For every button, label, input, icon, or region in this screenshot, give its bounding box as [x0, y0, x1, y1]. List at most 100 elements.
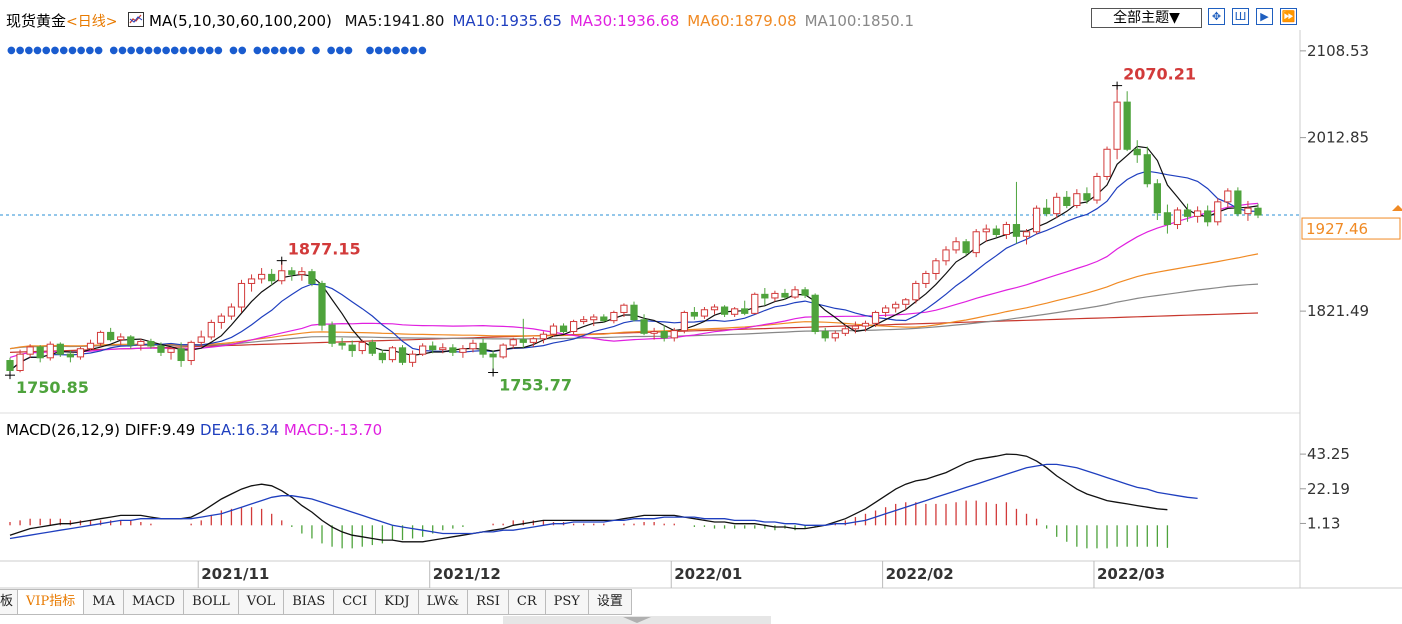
- candle: [942, 246, 950, 266]
- candle: [781, 288, 789, 300]
- candle: [26, 344, 34, 358]
- tab-2[interactable]: MA: [84, 589, 124, 615]
- candle: [1204, 205, 1212, 227]
- candle: [549, 323, 558, 337]
- event-markers[interactable]: ●●●●●●●●●●● ●●●●●●●●●●●●● ●● ●●●●●● ● ●●…: [7, 45, 427, 56]
- layout-icon[interactable]: Ш: [1232, 8, 1249, 25]
- candle-body: [559, 325, 568, 333]
- scroll-handle[interactable]: [503, 616, 771, 624]
- tab-9[interactable]: LW&: [418, 589, 469, 615]
- candle-body: [207, 321, 215, 338]
- candle: [932, 258, 940, 280]
- candle-body: [720, 306, 729, 315]
- candle: [177, 342, 185, 367]
- candle-body: [831, 332, 839, 339]
- candle-body: [761, 293, 769, 299]
- event-marker-row: ●●●●●●●●●●● ●●●●●●●●●●●●● ●● ●●●●●● ● ●●…: [7, 39, 427, 57]
- candle: [157, 342, 165, 356]
- ma-value-0: MA5:1941.80: [344, 12, 445, 30]
- candle: [841, 325, 849, 337]
- candle: [700, 307, 709, 319]
- candle: [952, 237, 960, 254]
- time-tick-label: 2021/11: [201, 565, 269, 583]
- tab-5[interactable]: VOL: [238, 589, 285, 615]
- tab-1[interactable]: VIP指标: [18, 589, 85, 615]
- tab-0[interactable]: 板: [0, 589, 19, 615]
- candle: [1163, 204, 1172, 234]
- current-price-label: 1927.46: [1306, 220, 1368, 238]
- candle-body: [620, 304, 628, 313]
- candle-body: [1063, 196, 1071, 206]
- ma-value-4: MA100:1850.1: [804, 12, 914, 30]
- chart-icon: [128, 12, 145, 27]
- macd-value: MACD:-13.70: [283, 421, 383, 439]
- candle: [408, 350, 417, 367]
- play-icon[interactable]: ▶: [1256, 8, 1273, 25]
- macd-tick-label: 22.19: [1307, 480, 1350, 498]
- candle: [1173, 207, 1182, 230]
- tab-7[interactable]: CCI: [334, 589, 377, 615]
- candle-body: [157, 345, 165, 353]
- candle: [1244, 200, 1252, 221]
- fast-forward-icon[interactable]: ⏩: [1280, 8, 1297, 25]
- candle-body: [36, 346, 44, 359]
- candle: [338, 337, 346, 350]
- candle-body: [419, 345, 427, 355]
- candle-body: [167, 348, 175, 353]
- candle-body: [801, 289, 809, 296]
- candle: [529, 336, 537, 347]
- candle: [378, 349, 387, 364]
- candle-body: [56, 343, 64, 355]
- candle-body: [318, 282, 326, 326]
- tab-6[interactable]: BIAS: [284, 589, 335, 615]
- candle: [107, 327, 115, 342]
- tab-12[interactable]: PSY: [545, 589, 589, 615]
- dea-line: [9, 463, 1198, 540]
- candle: [217, 313, 225, 329]
- candle: [197, 330, 205, 347]
- candle-body: [459, 348, 467, 353]
- candle-body: [630, 304, 638, 321]
- candle-body: [781, 292, 789, 298]
- crosshair-icon[interactable]: ✥: [1208, 8, 1225, 25]
- candle: [1143, 146, 1151, 188]
- candle-body: [308, 271, 316, 284]
- candle: [348, 340, 356, 357]
- candle-body: [791, 289, 799, 298]
- candle: [1022, 229, 1031, 245]
- candle: [127, 335, 135, 349]
- tab-13[interactable]: 设置: [588, 589, 632, 615]
- candle-body: [268, 273, 276, 282]
- candle-body: [187, 341, 195, 362]
- candle-body: [368, 341, 376, 354]
- candle-body: [137, 340, 145, 346]
- tab-4[interactable]: BOLL: [184, 589, 239, 615]
- tab-10[interactable]: RSI: [468, 589, 509, 615]
- candle-body: [851, 325, 860, 330]
- tab-3[interactable]: MACD: [124, 589, 185, 615]
- candle-body: [479, 342, 487, 355]
- candle: [76, 346, 85, 360]
- tab-8[interactable]: KDJ: [376, 589, 419, 615]
- theme-select-button[interactable]: 全部主题▼: [1091, 8, 1202, 28]
- tab-11[interactable]: CR: [508, 589, 546, 615]
- candle: [761, 287, 769, 306]
- candle-body: [46, 343, 54, 359]
- candle: [439, 343, 447, 354]
- candle: [660, 325, 668, 342]
- price-tick-label: 1821.49: [1307, 302, 1369, 320]
- candle: [1103, 146, 1111, 181]
- chart-legend: 现货黄金<日线> MA(5,10,30,60,100,200) MA5:1941…: [6, 10, 914, 31]
- candle-body: [338, 342, 346, 346]
- ma100-line: [9, 283, 1259, 350]
- candle-body: [66, 353, 75, 358]
- candle-body: [741, 308, 749, 314]
- candle: [741, 300, 749, 316]
- candle-body: [469, 342, 477, 350]
- current-price-tag: [1301, 217, 1401, 240]
- period-label[interactable]: <日线>: [66, 14, 118, 30]
- candle-body: [881, 307, 890, 313]
- candle: [268, 268, 276, 286]
- candle: [398, 345, 407, 366]
